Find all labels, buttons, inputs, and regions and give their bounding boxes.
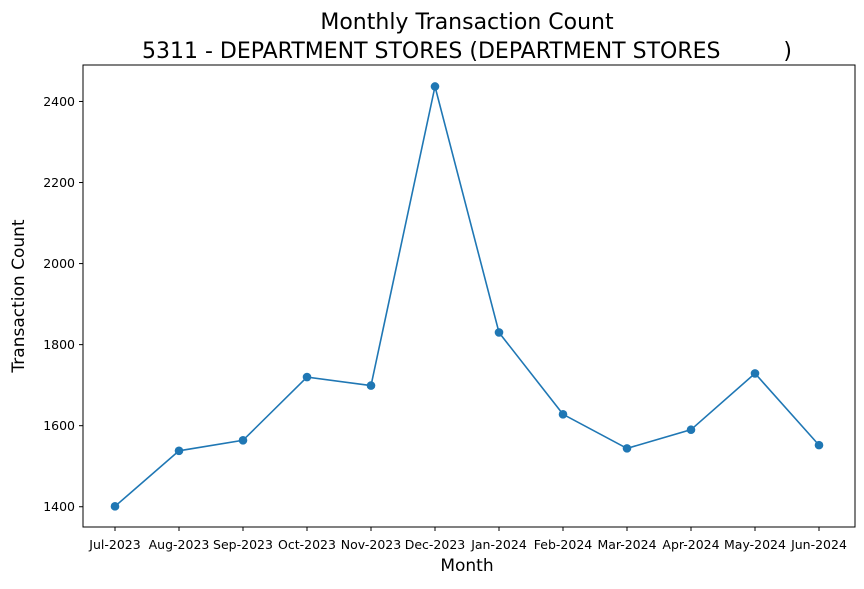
y-tick-label: 1800 <box>43 337 75 352</box>
x-tick-label: Sep-2023 <box>213 537 273 552</box>
data-point <box>110 502 120 511</box>
data-point <box>302 372 312 382</box>
x-tick-label: Aug-2023 <box>149 537 210 552</box>
x-tick-label: Dec-2023 <box>405 537 466 552</box>
x-axis-label: Month <box>440 556 493 576</box>
plot-area: 1400 1600 1800 2000 2200 2400 Jul-2023 Aug-2023… <box>43 64 856 552</box>
x-tick-label: Jan-2024 <box>470 537 527 552</box>
data-point <box>238 435 248 445</box>
x-tick-label: May-2024 <box>724 537 786 552</box>
x-tick-label: Apr-2024 <box>662 537 719 552</box>
x-tick-label: Nov-2023 <box>341 537 401 552</box>
data-point <box>430 82 440 91</box>
x-tick-label: Feb-2024 <box>534 537 593 552</box>
y-tick-label: 2000 <box>43 256 75 271</box>
x-tick-label: Oct-2023 <box>278 537 336 552</box>
y-tick-label: 1600 <box>43 418 75 433</box>
data-point <box>174 446 184 456</box>
chart-title: Monthly Transaction Count <box>320 10 614 35</box>
data-point <box>622 444 632 453</box>
data-point <box>558 410 568 419</box>
y-tick-label: 1400 <box>43 499 75 514</box>
data-point <box>366 381 376 390</box>
data-point <box>750 369 760 378</box>
x-tick-label: Mar-2024 <box>597 537 656 552</box>
data-point <box>814 440 824 450</box>
series-line <box>114 86 820 507</box>
y-tick-label: 2400 <box>43 94 75 109</box>
y-tick-label: 2200 <box>43 175 75 190</box>
data-point <box>686 425 696 435</box>
x-tick-label: Jun-2024 <box>790 537 847 552</box>
y-axis-label: Transaction Count <box>9 219 29 373</box>
data-point <box>494 328 504 337</box>
plot-frame <box>82 64 856 528</box>
chart-subtitle: 5311 - DEPARTMENT STORES (DEPARTMENT STO… <box>142 39 792 64</box>
x-tick-label: Jul-2023 <box>88 537 140 552</box>
